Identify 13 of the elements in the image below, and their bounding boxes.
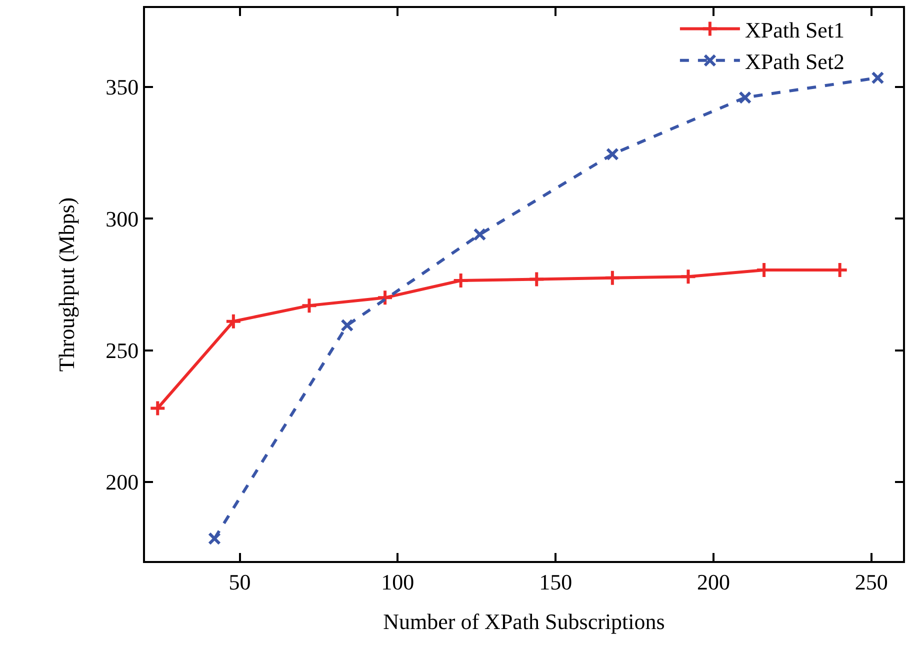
y-tick-label: 350 xyxy=(106,74,139,100)
y-tick-label: 300 xyxy=(106,206,139,232)
legend-label: XPath Set1 xyxy=(744,17,845,42)
y-axis-title: Throughput (Mbps) xyxy=(54,197,79,372)
x-axis-title: Number of XPath Subscriptions xyxy=(383,608,665,634)
x-tick-label: 150 xyxy=(539,569,572,594)
x-tick-label: 250 xyxy=(854,569,888,594)
legend-label: XPath Set2 xyxy=(744,48,845,74)
x-tick-label: 100 xyxy=(381,569,414,594)
x-tick-label: 50 xyxy=(228,569,251,594)
y-tick-label: 250 xyxy=(106,338,139,364)
y-tick-label: 200 xyxy=(106,470,139,495)
x-tick-label: 200 xyxy=(697,569,730,594)
